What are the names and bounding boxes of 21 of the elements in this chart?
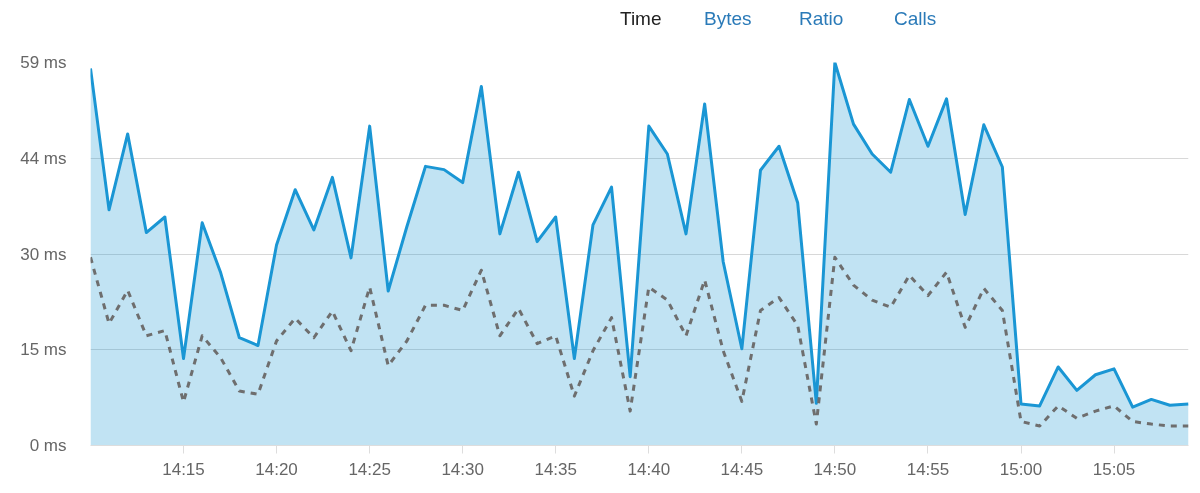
y-tick-label: 0 ms	[29, 436, 67, 455]
x-tick-label: 15:00	[999, 459, 1043, 479]
text: Bytes	[704, 7, 752, 31]
y-tick-label: 44 ms	[20, 148, 67, 168]
y-tick-label: 15 ms	[20, 340, 67, 360]
x-tick-label: 14:35	[534, 459, 577, 479]
x-tick-label: 14:25	[348, 459, 391, 479]
x-tick-label: 14:30	[441, 459, 484, 479]
y-tick-label: 59 ms	[20, 53, 67, 72]
line-series	[90, 255, 1189, 428]
x-tick-label: 14:45	[720, 459, 764, 479]
y-tick-label: 30 ms	[20, 244, 67, 264]
x-tick-label: 15:05	[1092, 459, 1136, 479]
x-tick-label: 14:40	[627, 459, 671, 479]
x-tick-label: 14:15	[162, 459, 205, 479]
text: Calls	[894, 7, 937, 31]
x-tick-label: 14:50	[813, 459, 857, 479]
x-tick-label: 14:55	[906, 459, 950, 479]
x-tick-label: 14:20	[255, 459, 298, 479]
text: Ratio	[799, 7, 844, 31]
text: Time	[620, 7, 662, 31]
